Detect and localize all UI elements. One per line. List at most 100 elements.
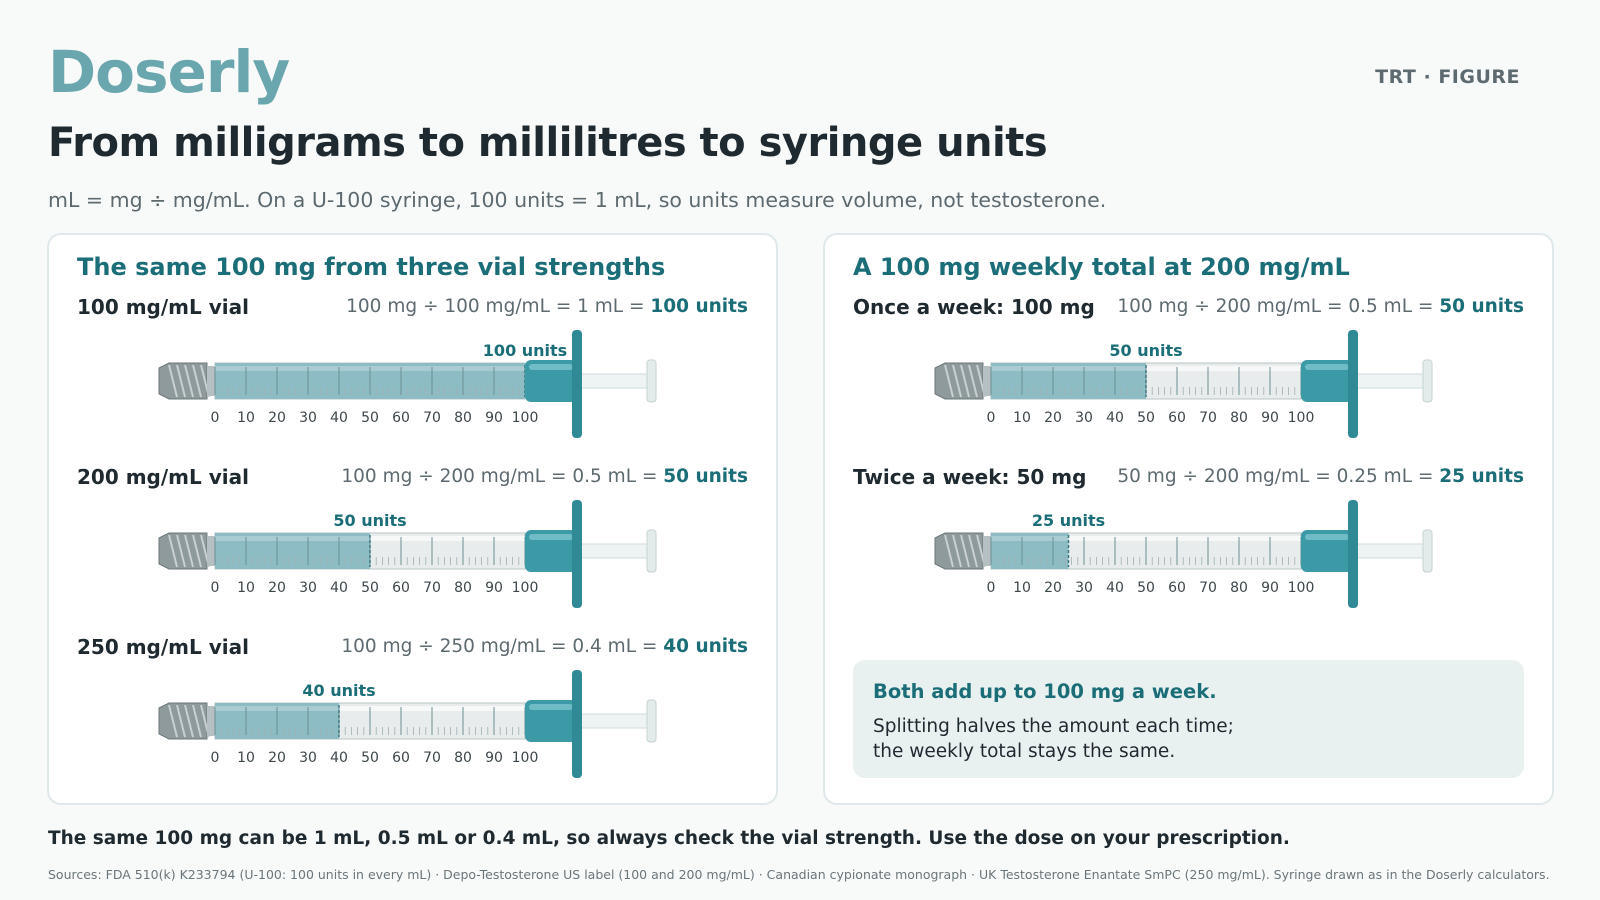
tick-label: 70 — [423, 580, 441, 596]
dose-label: 50 units — [1109, 341, 1182, 360]
dose-label: 100 units — [483, 341, 567, 360]
tick-label: 40 — [330, 410, 348, 426]
tick-label: 30 — [299, 410, 317, 426]
tick-label: 60 — [392, 410, 410, 426]
plunger-thumb-rest — [1422, 359, 1433, 403]
cap-ridge — [184, 364, 194, 398]
plunger-rod — [576, 373, 656, 389]
stopper-highlight — [1305, 534, 1349, 540]
vial-strength-panel: The same 100 mg from three vial strength… — [47, 233, 778, 805]
plunger-rod — [1352, 543, 1432, 559]
tick-label: 10 — [1013, 580, 1031, 596]
tick-label: 40 — [1106, 580, 1124, 596]
tick-label: 0 — [987, 580, 996, 596]
syringe-diagram: 0 10 20 30 40 50 60 70 80 90 100 50 units — [158, 500, 657, 608]
finger-flange — [1348, 330, 1358, 438]
tick-label: 0 — [211, 410, 220, 426]
plunger-rod — [576, 713, 656, 729]
dose-fill-highlight — [991, 366, 1146, 371]
row-result: 25 units — [1439, 466, 1524, 487]
stopper-highlight — [1305, 364, 1349, 370]
row-label: Twice a week: 50 mg — [853, 465, 1087, 489]
tick-label: 100 — [1288, 410, 1315, 426]
cap-ridge — [176, 704, 186, 738]
panel-title: The same 100 mg from three vial strength… — [77, 253, 666, 281]
needle-hub-collar — [207, 706, 215, 736]
row-formula: 100 mg ÷ 200 mg/mL = 0.5 mL = 50 units — [1117, 296, 1524, 317]
figure-tag: TRT · FIGURE — [1375, 66, 1520, 88]
row-result: 40 units — [663, 636, 748, 657]
row-formula: 100 mg ÷ 200 mg/mL = 0.5 mL = 50 units — [341, 466, 748, 487]
dose-label: 25 units — [1032, 511, 1105, 530]
note-line: the weekly total stays the same. — [873, 741, 1176, 762]
plunger-thumb-rest — [646, 699, 657, 743]
cap-ridge — [968, 364, 978, 398]
note-heading: Both add up to 100 mg a week. — [873, 680, 1217, 703]
cap-ridge — [184, 704, 194, 738]
row-label: 100 mg/mL vial — [77, 295, 249, 319]
cap-ridge — [192, 364, 202, 398]
tick-label: 80 — [454, 580, 472, 596]
cap-ridge — [944, 364, 954, 398]
brand-logo: Doserly — [48, 38, 290, 106]
needle-hub-collar — [983, 536, 991, 566]
finger-flange — [572, 670, 582, 778]
row-formula: 100 mg ÷ 100 mg/mL = 1 mL = 100 units — [346, 296, 748, 317]
tick-label: 40 — [330, 750, 348, 766]
plunger-rod — [576, 543, 656, 559]
cap-ridge — [168, 704, 178, 738]
stopper-highlight — [529, 364, 573, 370]
tick-label: 60 — [392, 750, 410, 766]
cap-ridge — [960, 534, 970, 568]
dose-label: 40 units — [302, 681, 375, 700]
tick-label: 0 — [987, 410, 996, 426]
footer-summary: The same 100 mg can be 1 mL, 0.5 mL or 0… — [48, 828, 1290, 849]
stopper-highlight — [529, 534, 573, 540]
stopper-highlight — [529, 704, 573, 710]
dose-fill-highlight — [991, 536, 1069, 541]
cap-ridge — [192, 534, 202, 568]
plunger-rod — [1352, 373, 1432, 389]
tick-label: 90 — [485, 410, 503, 426]
syringe-diagram: 0 10 20 30 40 50 60 70 80 90 100 50 units — [934, 330, 1433, 438]
tick-label: 70 — [423, 750, 441, 766]
tick-label: 80 — [454, 750, 472, 766]
tick-label: 40 — [330, 580, 348, 596]
syringe-diagram: 0 10 20 30 40 50 60 70 80 90 100 25 units — [934, 500, 1433, 608]
tick-label: 30 — [1075, 410, 1093, 426]
tick-label: 90 — [485, 580, 503, 596]
tick-label: 20 — [1044, 580, 1062, 596]
tick-label: 80 — [454, 410, 472, 426]
tick-label: 70 — [423, 410, 441, 426]
tick-label: 70 — [1199, 410, 1217, 426]
plunger-thumb-rest — [1422, 529, 1433, 573]
cap-ridge — [168, 364, 178, 398]
cap-ridge — [184, 534, 194, 568]
tick-label: 90 — [485, 750, 503, 766]
tick-label: 100 — [512, 410, 539, 426]
syringe-diagram: 0 10 20 30 40 50 60 70 80 90 100 100 units — [158, 330, 657, 438]
sources-note: Sources: FDA 510(k) K233794 (U-100: 100 … — [48, 867, 1550, 882]
page-subtitle: mL = mg ÷ mg/mL. On a U-100 syringe, 100… — [48, 188, 1107, 212]
tick-label: 100 — [1288, 580, 1315, 596]
tick-label: 0 — [211, 750, 220, 766]
weekly-total-panel: A 100 mg weekly total at 200 mg/mL Once … — [823, 233, 1554, 805]
tick-label: 10 — [237, 410, 255, 426]
needle-hub-collar — [983, 366, 991, 396]
tick-label: 20 — [1044, 410, 1062, 426]
cap-ridge — [960, 364, 970, 398]
needle-hub-collar — [207, 536, 215, 566]
plunger-stopper — [525, 700, 577, 742]
cap-ridge — [176, 534, 186, 568]
cap-ridge — [176, 364, 186, 398]
row-label: Once a week: 100 mg — [853, 295, 1095, 319]
dose-fill-highlight — [215, 536, 370, 541]
tick-label: 10 — [237, 750, 255, 766]
plunger-stopper — [1301, 360, 1353, 402]
tick-label: 100 — [512, 750, 539, 766]
tick-label: 50 — [1137, 580, 1155, 596]
summary-note: Both add up to 100 mg a week. Splitting … — [853, 660, 1524, 778]
cap-ridge — [168, 534, 178, 568]
plunger-thumb-rest — [646, 359, 657, 403]
tick-label: 0 — [211, 580, 220, 596]
